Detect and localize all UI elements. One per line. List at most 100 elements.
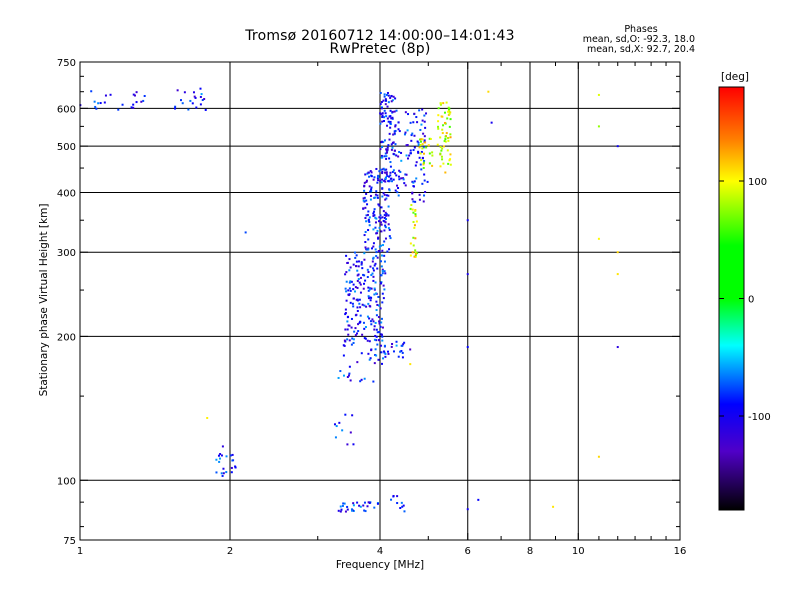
- data-point: [444, 135, 447, 138]
- data-point: [354, 256, 357, 259]
- data-point: [349, 289, 352, 292]
- data-point: [364, 279, 367, 282]
- data-point: [372, 212, 375, 215]
- data-point: [388, 175, 391, 178]
- data-point: [346, 338, 349, 341]
- data-point: [366, 268, 369, 271]
- y-tick-label: 75: [63, 536, 76, 547]
- data-point: [414, 254, 417, 257]
- data-point: [439, 102, 442, 105]
- data-point: [397, 121, 400, 124]
- data-point: [364, 217, 367, 220]
- data-point: [449, 158, 452, 161]
- data-point: [449, 118, 452, 121]
- data-point: [218, 460, 221, 463]
- data-point: [380, 254, 383, 257]
- data-point: [383, 109, 386, 112]
- data-point: [343, 339, 346, 342]
- data-point: [428, 162, 431, 165]
- data-point: [375, 217, 378, 220]
- data-point: [424, 141, 427, 144]
- data-point: [412, 121, 415, 124]
- data-point: [346, 375, 349, 378]
- data-point: [388, 248, 391, 251]
- data-point: [418, 193, 421, 196]
- data-point: [597, 93, 600, 96]
- data-point: [218, 457, 221, 460]
- data-point: [364, 206, 367, 209]
- data-point: [203, 98, 206, 101]
- data-point: [381, 146, 384, 149]
- data-point: [413, 255, 416, 258]
- data-point: [221, 445, 224, 448]
- data-point: [380, 351, 383, 354]
- data-point: [412, 181, 415, 184]
- data-point: [449, 136, 452, 139]
- data-point: [369, 198, 372, 201]
- data-point: [194, 96, 197, 99]
- data-point: [383, 217, 386, 220]
- data-point: [229, 454, 232, 457]
- data-point: [369, 357, 372, 360]
- data-point: [381, 326, 384, 329]
- data-point: [439, 103, 442, 106]
- data-point: [355, 265, 358, 268]
- data-point: [380, 230, 383, 233]
- data-point: [380, 154, 383, 157]
- data-point: [597, 237, 600, 240]
- x-tick-label: 16: [674, 546, 687, 557]
- data-point: [381, 168, 384, 171]
- data-point: [373, 293, 376, 296]
- data-point: [417, 150, 420, 153]
- data-point: [398, 169, 401, 172]
- data-point: [377, 249, 380, 252]
- data-point: [414, 251, 417, 254]
- data-point: [230, 471, 233, 474]
- data-point: [351, 337, 354, 340]
- data-point: [380, 274, 383, 277]
- data-point: [357, 278, 360, 281]
- data-point: [398, 130, 401, 133]
- data-point: [409, 254, 412, 257]
- data-point: [384, 198, 387, 201]
- data-point: [183, 91, 186, 94]
- data-point: [423, 114, 426, 117]
- x-tick-label: 2: [227, 546, 233, 557]
- y-tick-label: 600: [57, 104, 76, 115]
- data-point: [367, 171, 370, 174]
- data-point: [365, 179, 368, 182]
- data-point: [362, 273, 365, 276]
- data-point: [353, 251, 356, 254]
- data-point: [361, 303, 364, 306]
- data-point: [413, 224, 416, 227]
- data-point: [354, 286, 357, 289]
- data-point: [377, 220, 380, 223]
- data-point: [365, 248, 368, 251]
- data-point: [372, 214, 375, 217]
- data-point: [385, 171, 388, 174]
- data-point: [352, 288, 355, 291]
- data-point: [386, 117, 389, 120]
- data-point: [339, 370, 342, 373]
- data-point: [410, 204, 413, 207]
- data-point: [375, 354, 378, 357]
- data-point: [381, 335, 384, 338]
- data-point: [446, 149, 449, 152]
- data-point: [373, 288, 376, 291]
- data-point: [367, 210, 370, 213]
- data-point: [364, 173, 367, 176]
- data-point: [427, 144, 430, 147]
- data-point: [389, 126, 392, 129]
- data-point: [414, 200, 417, 203]
- data-point: [368, 220, 371, 223]
- data-point: [349, 301, 352, 304]
- data-point: [417, 151, 420, 154]
- data-point: [423, 152, 426, 155]
- data-point: [380, 344, 383, 347]
- data-point: [406, 129, 409, 132]
- data-point: [395, 340, 398, 343]
- data-point: [405, 154, 408, 157]
- data-point: [386, 105, 389, 108]
- data-point: [439, 165, 442, 168]
- data-point: [348, 287, 351, 290]
